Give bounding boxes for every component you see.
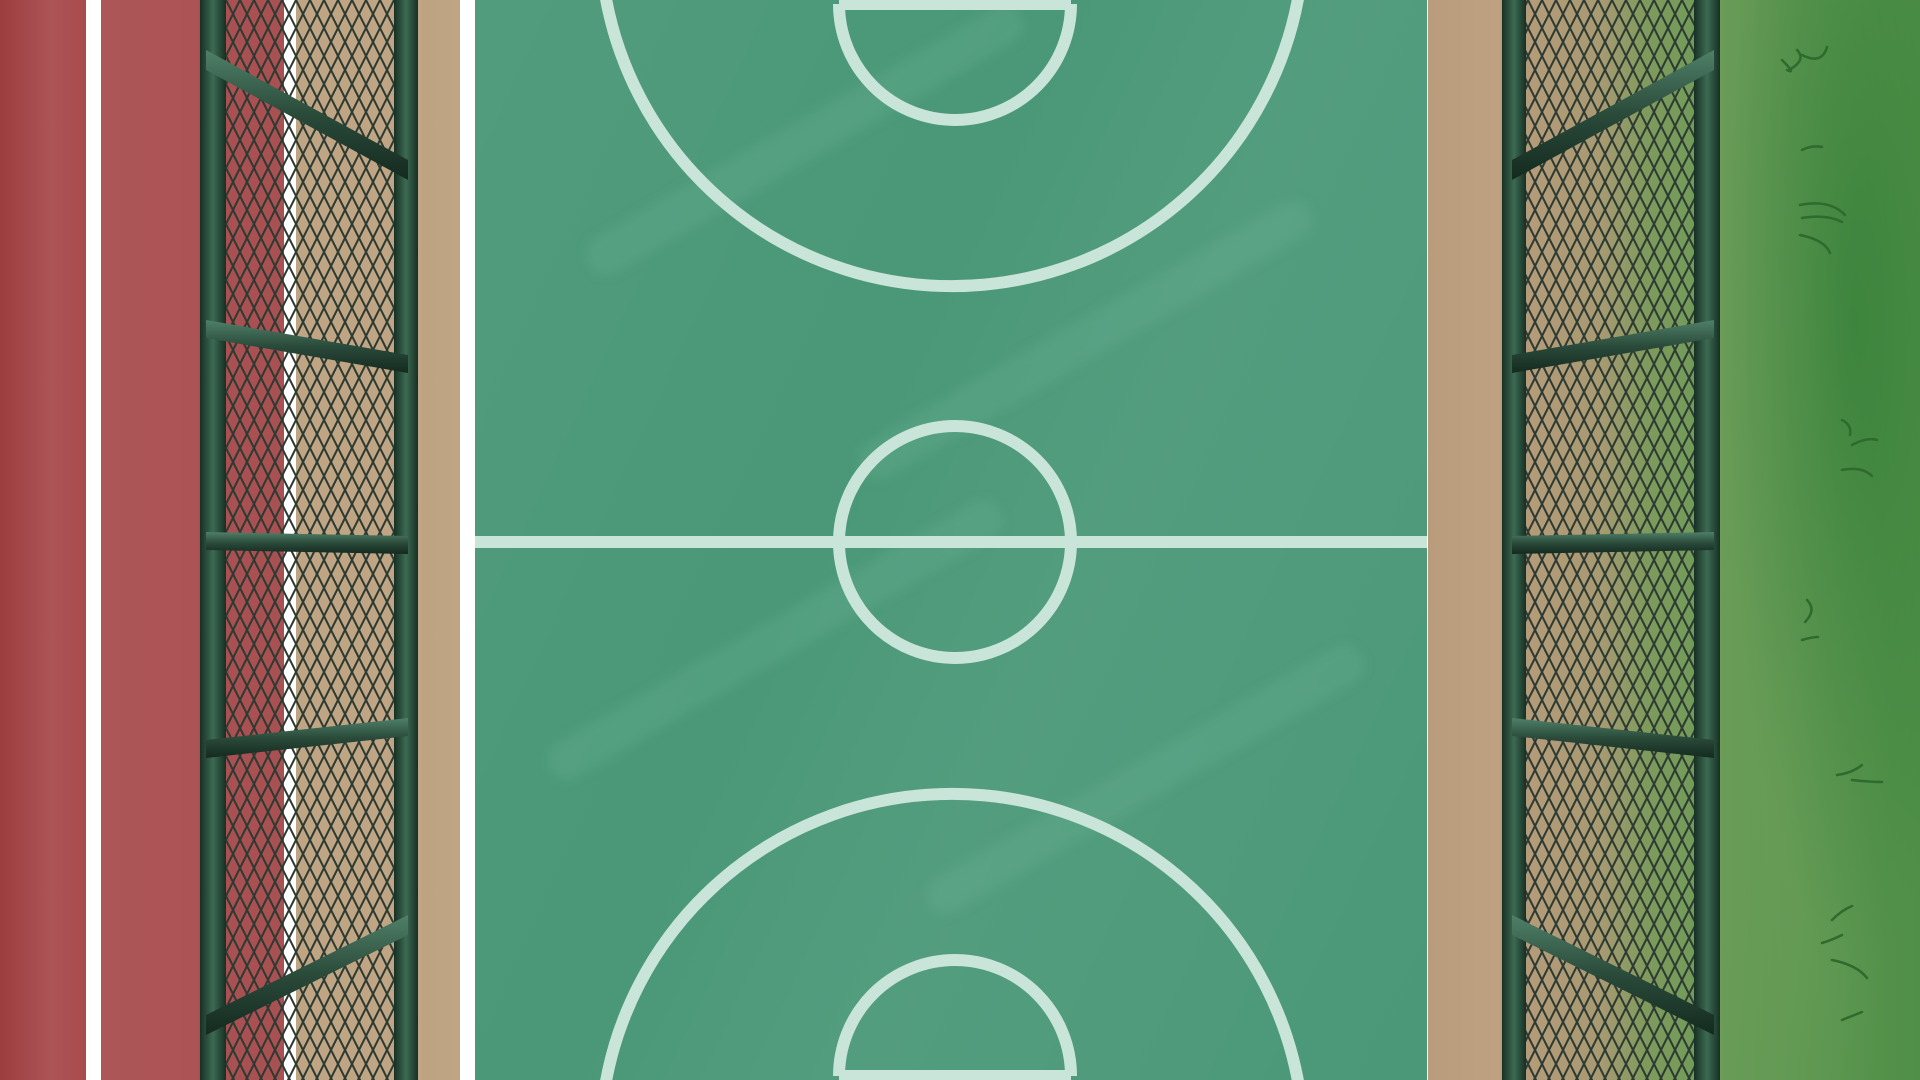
fence-rails-right xyxy=(1512,50,1714,1035)
three-point-arc-top xyxy=(600,0,1304,293)
fence-right xyxy=(1500,0,1724,1080)
free-throw-circle-bottom xyxy=(833,954,1077,1077)
chain-link-fence-right xyxy=(1500,0,1724,1080)
three-point-arc-bottom xyxy=(600,787,1304,1080)
grass-field xyxy=(1702,0,1920,1080)
center-circle xyxy=(833,420,1077,664)
chain-link-fence-left xyxy=(198,0,422,1080)
track-lane-line xyxy=(86,0,101,1080)
court-texture xyxy=(547,5,1365,915)
basketball-court xyxy=(475,0,1427,1080)
court-markings xyxy=(475,0,1427,1080)
free-throw-circle-top xyxy=(833,3,1077,126)
fence-rails-left xyxy=(206,50,408,1035)
fence-left xyxy=(198,0,422,1080)
track-lane-outer xyxy=(0,0,86,1080)
grass-blades xyxy=(1780,45,1884,1022)
